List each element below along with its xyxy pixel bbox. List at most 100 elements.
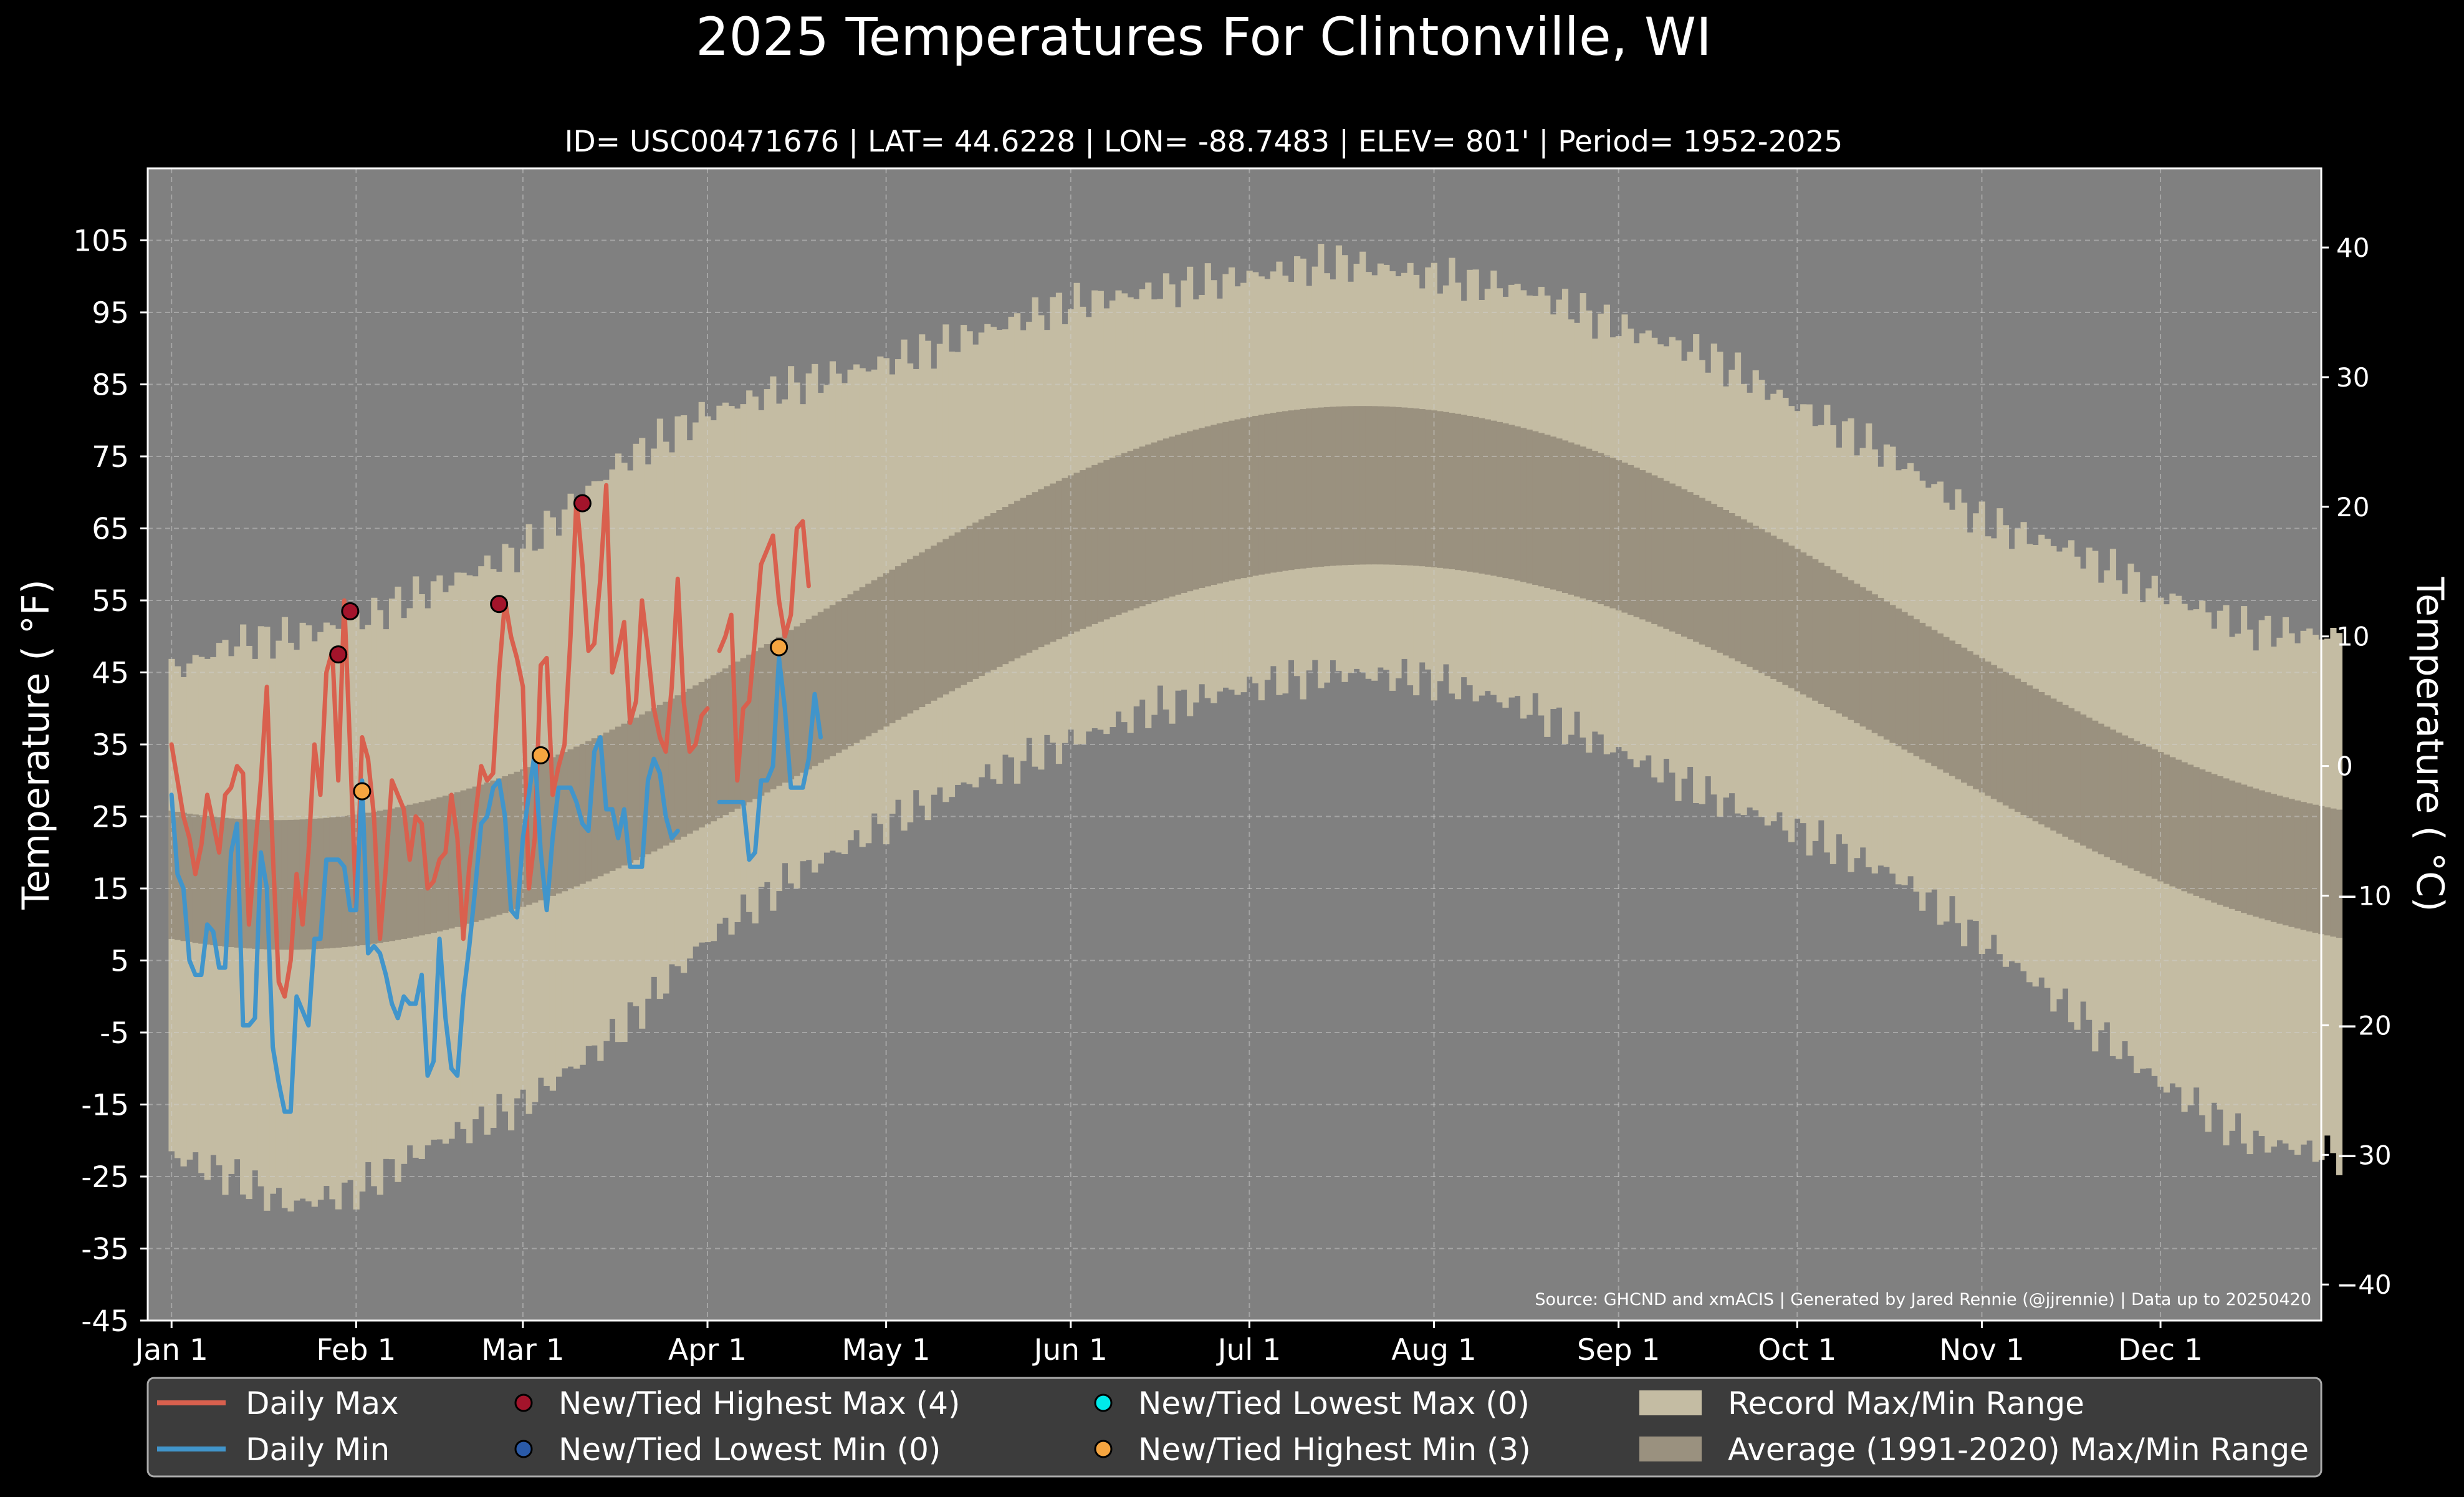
normal-range-bar bbox=[609, 729, 616, 871]
normal-range-bar bbox=[1151, 442, 1158, 602]
normal-range-bar bbox=[1062, 478, 1068, 637]
normal-range-bar bbox=[942, 539, 949, 695]
normal-range-bar bbox=[1038, 489, 1045, 648]
normal-range-bar bbox=[1449, 413, 1455, 569]
normal-range-bar bbox=[1073, 473, 1080, 632]
chart-subtitle: ID= USC00471676 | LAT= 44.6228 | LON= -8… bbox=[565, 125, 1843, 159]
x-tick-label: Sep 1 bbox=[1577, 1333, 1660, 1367]
normal-range-bar bbox=[1621, 462, 1628, 613]
normal-range-bar bbox=[698, 681, 705, 828]
normal-range-bar bbox=[1913, 619, 1920, 756]
source-note: Source: GHCND and xmACIS | Generated by … bbox=[1535, 1290, 2311, 1309]
normal-range-bar bbox=[573, 746, 580, 887]
normal-range-bar bbox=[1467, 415, 1474, 572]
normal-range-bar bbox=[1591, 451, 1598, 602]
legend-dot-swatch bbox=[514, 1394, 533, 1412]
normal-range-bar bbox=[847, 594, 854, 746]
normal-range-bar bbox=[1210, 425, 1217, 585]
normal-range-bar bbox=[823, 609, 830, 760]
normal-range-bar bbox=[2294, 800, 2301, 929]
normal-range-bar bbox=[1264, 413, 1271, 574]
normal-range-bar bbox=[2270, 794, 2277, 922]
normal-range-bar bbox=[1889, 605, 1896, 743]
normal-range-bar bbox=[413, 803, 419, 937]
normal-range-bar bbox=[812, 615, 818, 766]
normal-range-bar bbox=[1026, 494, 1033, 653]
normal-range-bar bbox=[1341, 406, 1348, 566]
normal-range-bar bbox=[1526, 429, 1533, 584]
normal-range-bar bbox=[222, 817, 229, 947]
normal-range-bar bbox=[490, 780, 497, 917]
normal-range-bar bbox=[954, 532, 961, 688]
legend-entry: Daily Min bbox=[157, 1432, 390, 1468]
normal-range-bar bbox=[2265, 792, 2271, 921]
normal-range-bar bbox=[1055, 481, 1063, 640]
normal-range-bar bbox=[1841, 576, 1849, 717]
x-tick-label: Feb 1 bbox=[316, 1333, 396, 1367]
normal-range-bar bbox=[1722, 510, 1730, 656]
normal-range-bar bbox=[1788, 546, 1795, 688]
normal-range-bar bbox=[1050, 483, 1057, 642]
normal-range-bar bbox=[2258, 790, 2265, 919]
normal-range-bar bbox=[894, 566, 902, 720]
y-right-tick-label: −30 bbox=[2336, 1140, 2392, 1170]
normal-range-bar bbox=[615, 726, 622, 869]
y-right-tick-label: 40 bbox=[2336, 233, 2369, 263]
normal-range-bar bbox=[817, 612, 824, 763]
normal-range-bar bbox=[1085, 467, 1092, 627]
record-range-bar bbox=[787, 366, 795, 883]
normal-range-bar bbox=[984, 516, 991, 673]
normal-range-bar bbox=[1192, 429, 1199, 590]
normal-range-bar bbox=[555, 754, 562, 894]
normal-range-bar bbox=[966, 526, 973, 682]
normal-range-bar bbox=[561, 752, 568, 892]
x-tick-label: Apr 1 bbox=[668, 1333, 747, 1367]
normal-range-bar bbox=[1127, 451, 1134, 611]
normal-range-bar bbox=[1479, 418, 1485, 574]
normal-range-bar bbox=[335, 816, 342, 948]
normal-range-bar bbox=[347, 815, 354, 947]
normal-range-bar bbox=[681, 691, 688, 837]
normal-range-bar bbox=[1627, 465, 1634, 615]
normal-range-bar bbox=[1574, 444, 1581, 597]
normal-range-bar bbox=[460, 790, 467, 926]
normal-range-bar bbox=[2014, 678, 2021, 812]
normal-range-bar bbox=[1181, 433, 1187, 593]
normal-range-bar bbox=[1383, 406, 1390, 565]
normal-range-bar bbox=[1990, 665, 1997, 799]
normal-range-bar bbox=[1032, 492, 1038, 650]
normal-range-bar bbox=[907, 559, 914, 714]
normal-range-bar bbox=[972, 522, 979, 679]
normal-range-bar bbox=[728, 665, 735, 812]
normal-range-bar bbox=[2086, 717, 2092, 849]
y-tick-label: 45 bbox=[92, 657, 129, 691]
marker-new-high-max bbox=[573, 494, 592, 513]
normal-range-bar bbox=[1109, 458, 1116, 617]
normal-range-bar bbox=[1663, 481, 1670, 629]
normal-range-bar bbox=[770, 640, 777, 789]
legend-label: New/Tied Lowest Min (0) bbox=[558, 1432, 941, 1468]
normal-range-bar bbox=[1705, 501, 1712, 648]
legend-dot-swatch bbox=[514, 1440, 533, 1458]
normal-range-bar bbox=[276, 820, 282, 950]
normal-range-bar bbox=[401, 806, 408, 939]
normal-range-bar bbox=[317, 818, 324, 949]
y-right-tick-label: 10 bbox=[2336, 622, 2369, 652]
normal-range-bar bbox=[1544, 435, 1551, 588]
normal-range-bar bbox=[192, 814, 199, 943]
normal-range-bar bbox=[883, 573, 890, 727]
y-tick-label: -15 bbox=[81, 1089, 129, 1123]
normal-range-bar bbox=[1812, 559, 1819, 701]
normal-range-bar bbox=[1550, 436, 1556, 590]
normal-range-bar bbox=[2032, 688, 2039, 822]
normal-range-bar bbox=[1871, 594, 1878, 733]
normal-range-bar bbox=[1758, 529, 1765, 673]
normal-range-bar bbox=[2080, 714, 2087, 846]
normal-range-bar bbox=[1199, 428, 1206, 588]
normal-range-bar bbox=[901, 562, 908, 717]
normal-range-bar bbox=[1490, 420, 1497, 576]
normal-range-bar bbox=[2151, 749, 2158, 879]
marker-new-high-max bbox=[341, 602, 360, 620]
x-tick-label: Oct 1 bbox=[1758, 1333, 1836, 1367]
normal-range-bar bbox=[484, 782, 491, 919]
